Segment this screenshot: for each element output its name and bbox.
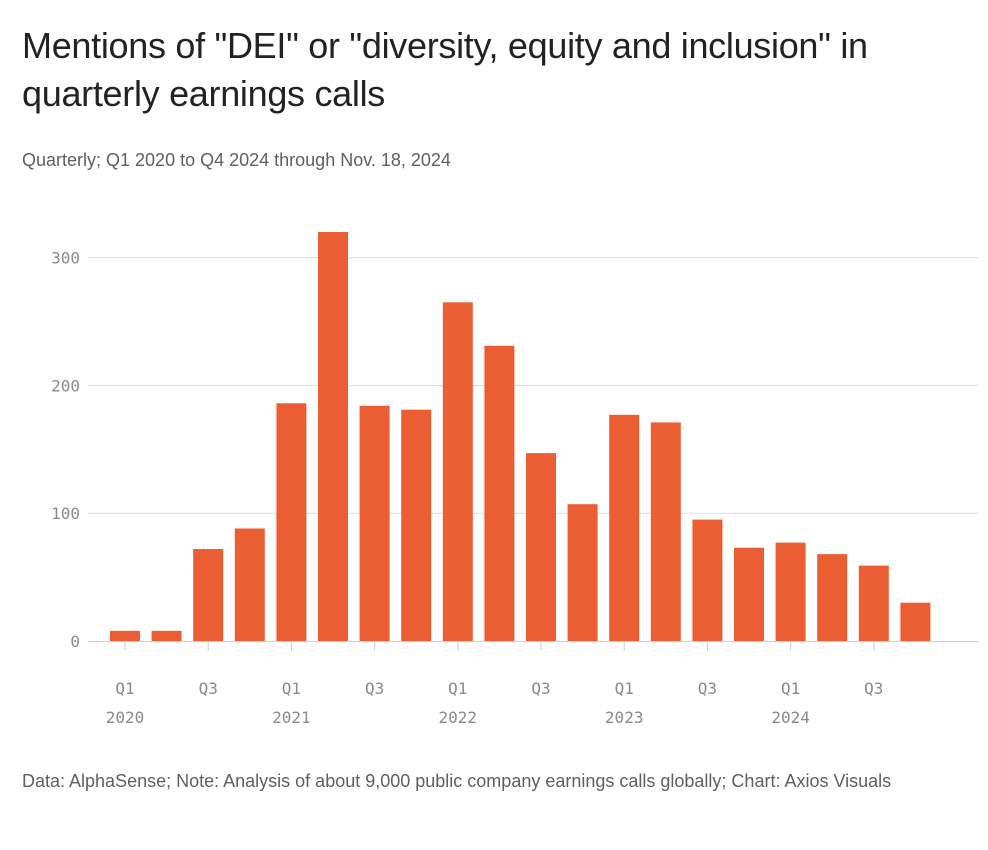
bars: [110, 232, 931, 641]
bar: [650, 422, 681, 641]
chart-title: Mentions of "DEI" or "diversity, equity …: [22, 25, 868, 114]
bar: [484, 345, 515, 641]
bar: [567, 504, 598, 641]
x-tick-label-quarter: Q3: [864, 679, 883, 698]
x-tick-label-year: 2020: [106, 708, 145, 727]
bar: [401, 409, 432, 641]
bar: [318, 232, 348, 641]
bar: [817, 554, 848, 641]
bar: [110, 630, 140, 641]
x-tick-label-quarter: Q1: [282, 679, 301, 698]
y-tick-label: 100: [51, 504, 80, 523]
x-tick-label-year: 2022: [439, 708, 478, 727]
bar: [359, 405, 390, 641]
x-tick-label-quarter: Q3: [199, 679, 218, 698]
x-tick-label-year: 2024: [771, 708, 810, 727]
bar: [526, 453, 556, 641]
bar: [442, 302, 473, 641]
x-axis-ticks: Q1 2020 Q3 Q1 2021 Q3 Q1 2022 Q3 Q1 2023 Q3 Q1 2024 Q3: [106, 641, 883, 727]
bar: [692, 519, 723, 641]
bar: [900, 602, 931, 641]
chart-footer: Data: AlphaSense; Note: Analysis of abou…: [22, 771, 892, 791]
x-tick-label-quarter: Q3: [365, 679, 384, 698]
bar: [734, 547, 764, 641]
bar-chart: 0 100 200 300 Q1 2020 Q3 Q1 2021 Q3 Q1 2022 Q3 Q1 202…: [51, 232, 978, 727]
chart-subtitle: Quarterly; Q1 2020 to Q4 2024 through No…: [22, 150, 451, 170]
x-tick-label-quarter: Q1: [448, 679, 467, 698]
bar: [775, 542, 806, 641]
y-tick-label: 200: [51, 376, 80, 395]
x-tick-label-quarter: Q1: [115, 679, 134, 698]
x-tick-label-quarter: Q1: [781, 679, 800, 698]
x-tick-label-year: 2023: [605, 708, 644, 727]
x-tick-label-quarter: Q3: [698, 679, 717, 698]
y-tick-label: 300: [51, 249, 80, 268]
bar: [858, 565, 889, 641]
bar: [151, 630, 182, 641]
bar: [234, 528, 265, 641]
x-tick-label-quarter: Q1: [615, 679, 634, 698]
bar: [276, 403, 307, 641]
x-tick-label-quarter: Q3: [531, 679, 550, 698]
y-tick-label: 0: [70, 632, 80, 651]
y-axis-ticks: 0 100 200 300: [51, 249, 80, 651]
bar: [609, 414, 640, 641]
bar: [193, 549, 224, 641]
x-tick-label-year: 2021: [272, 708, 311, 727]
